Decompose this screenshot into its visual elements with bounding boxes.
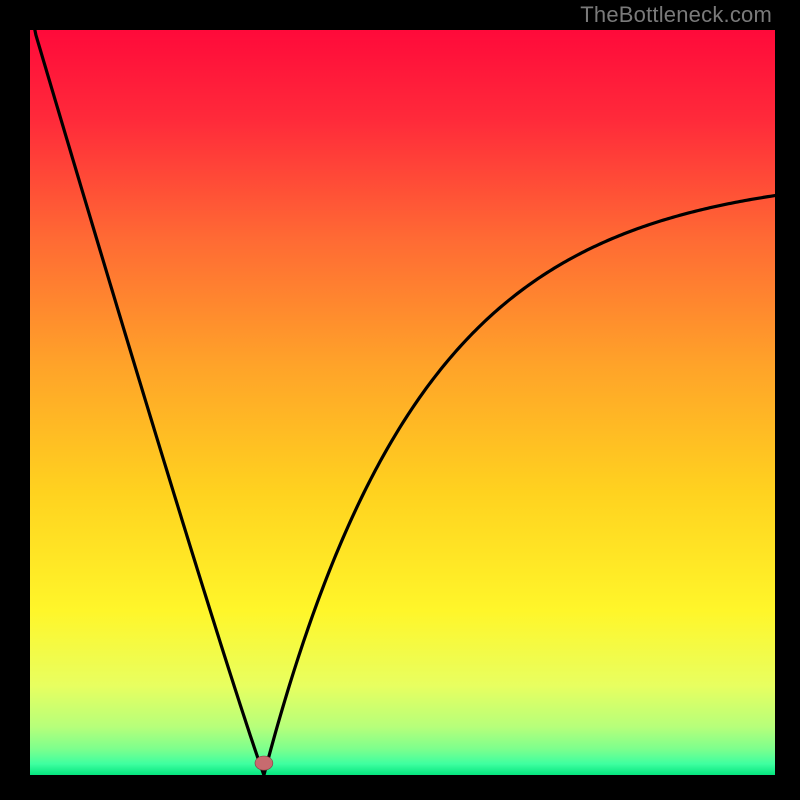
watermark-text: TheBottleneck.com <box>580 2 772 28</box>
plot-area <box>30 30 775 775</box>
chart-frame: TheBottleneck.com <box>0 0 800 800</box>
chart-svg <box>30 30 775 775</box>
gradient-background <box>30 30 775 775</box>
optimal-point-marker <box>255 756 273 770</box>
